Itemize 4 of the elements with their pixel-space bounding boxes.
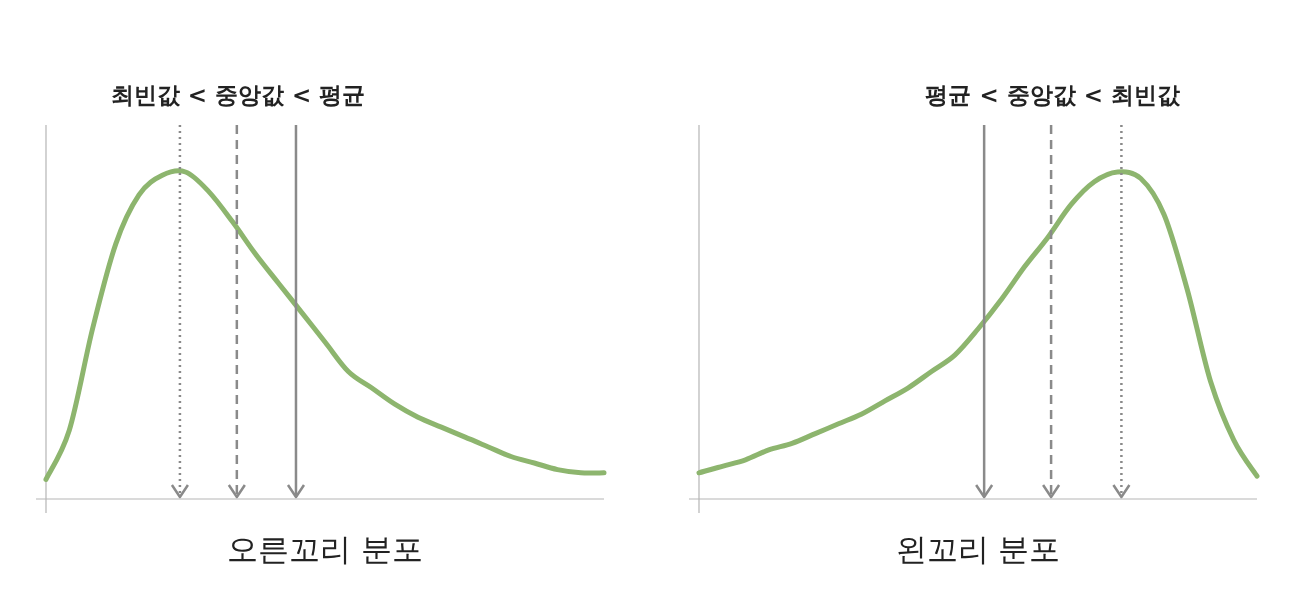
xlabel: 오른꼬리 분포 [227, 531, 423, 567]
xlabel: 왼꼬리 분포 [895, 531, 1061, 567]
title: 최빈값 < 중앙값 < 평균 [110, 82, 366, 108]
title: 평균 < 중앙값 < 최빈값 [925, 82, 1181, 108]
